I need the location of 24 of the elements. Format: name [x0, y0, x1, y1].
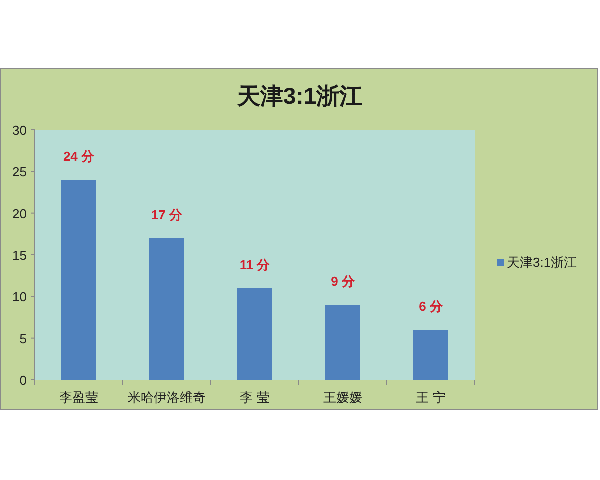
x-tick-label: 李 莹: [240, 390, 270, 405]
y-tick-label: 20: [12, 206, 27, 222]
bar: [326, 305, 360, 380]
bar: [238, 288, 272, 380]
legend: 天津3:1浙江: [497, 255, 578, 270]
y-tick-label: 0: [20, 373, 27, 388]
x-tick-label: 王 宁: [416, 390, 446, 405]
y-tick-label: 5: [20, 331, 27, 346]
data-label: 24 分: [63, 149, 96, 164]
data-label: 11 分: [240, 257, 272, 272]
x-tick-label: 米哈伊洛维奇: [128, 390, 206, 405]
y-tick-label: 10: [12, 290, 27, 305]
x-tick-label: 王媛媛: [324, 390, 362, 405]
data-label: 9 分: [331, 274, 356, 289]
data-label: 17 分: [151, 207, 184, 222]
bar: [62, 180, 96, 380]
y-tick-label: 15: [12, 248, 27, 263]
chart-title: 天津3:1浙江: [236, 83, 363, 109]
x-tick-label: 李盈莹: [60, 390, 98, 405]
bar: [414, 330, 448, 380]
data-label: 6 分: [419, 299, 444, 314]
y-tick-label: 25: [12, 164, 27, 180]
y-tick-label: 30: [12, 123, 27, 138]
bar: [150, 238, 184, 380]
